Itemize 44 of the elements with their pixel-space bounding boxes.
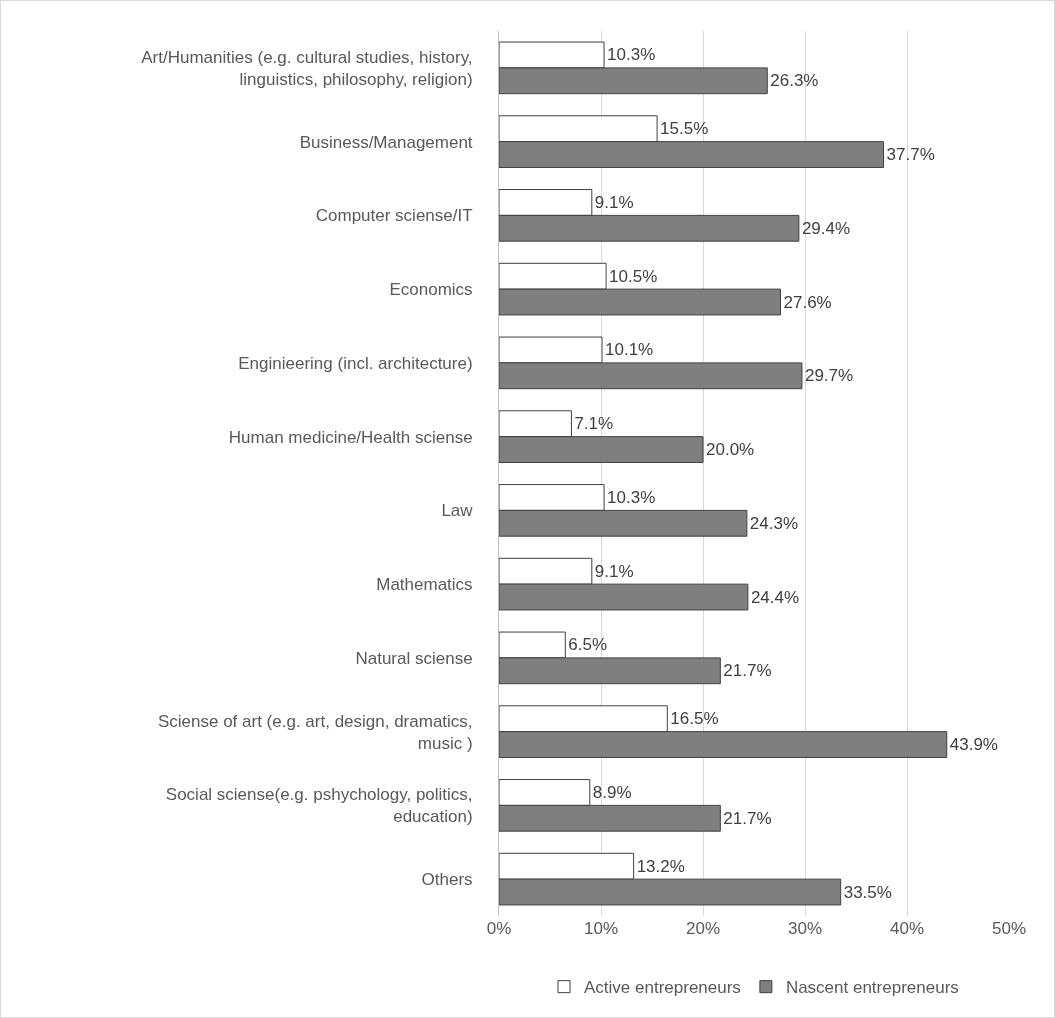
data-label: 37.7% [886, 145, 935, 165]
data-label: 10.1% [605, 340, 654, 360]
data-label: 29.7% [804, 366, 854, 386]
y-tick-label: Sciense of art (e.g. art, design, dramatics, music ) [157, 711, 473, 753]
x-tick-label: 0% [486, 919, 512, 938]
y-tick-label: Enginieering (incl. architecture) [238, 353, 473, 373]
data-label: 26.3% [770, 71, 819, 91]
data-label: 24.3% [749, 513, 799, 533]
data-label: 29.4% [801, 218, 851, 238]
y-tick-label: Computer sciense/IT [315, 206, 473, 226]
y-tick-label: Economics [389, 280, 473, 300]
y-tick-label: Natural sciense [355, 648, 473, 668]
data-label: 21.7% [723, 808, 772, 828]
x-tick-label: 40% [889, 919, 925, 938]
y-tick-label: Social sciense(e.g. pshychology, politics, education) [165, 785, 473, 827]
data-label: 15.5% [660, 119, 709, 139]
data-label: 20.0% [706, 440, 755, 460]
y-tick-label: Business/Management [299, 132, 473, 152]
data-label: 9.1% [594, 561, 634, 581]
data-label: 10.3% [607, 45, 656, 65]
x-tick-label: 30% [787, 919, 823, 938]
data-label: 10.5% [609, 266, 658, 286]
data-label: 16.5% [670, 709, 719, 729]
y-tick-label: Others [421, 870, 473, 890]
data-label: 7.1% [574, 414, 614, 434]
legend-label: Nascent entrepreneurs [785, 978, 959, 998]
data-label: 6.5% [568, 635, 608, 655]
x-tick-label: 20% [685, 919, 721, 938]
y-tick-label: Art/Humanities (e.g. cultural studies, history, linguistics, philosophy, religion) [141, 47, 473, 89]
y-tick-label: Mathematics [376, 575, 473, 595]
data-label: 24.4% [750, 587, 800, 607]
data-label: 13.2% [636, 856, 685, 876]
data-label: 8.9% [592, 782, 632, 802]
x-tick-label: 50% [991, 919, 1027, 938]
data-label: 27.6% [783, 292, 832, 312]
legend-label: Active entrepreneurs [584, 978, 741, 998]
data-label: 33.5% [843, 882, 892, 902]
data-label: 9.1% [594, 192, 634, 212]
data-label: 43.9% [949, 735, 998, 755]
data-label: 10.3% [607, 487, 656, 507]
x-tick-label: 10% [583, 919, 619, 938]
y-tick-label: Law [441, 501, 474, 521]
y-tick-label: Human medicine/Health sciense [228, 427, 473, 447]
data-label: 21.7% [723, 661, 772, 681]
